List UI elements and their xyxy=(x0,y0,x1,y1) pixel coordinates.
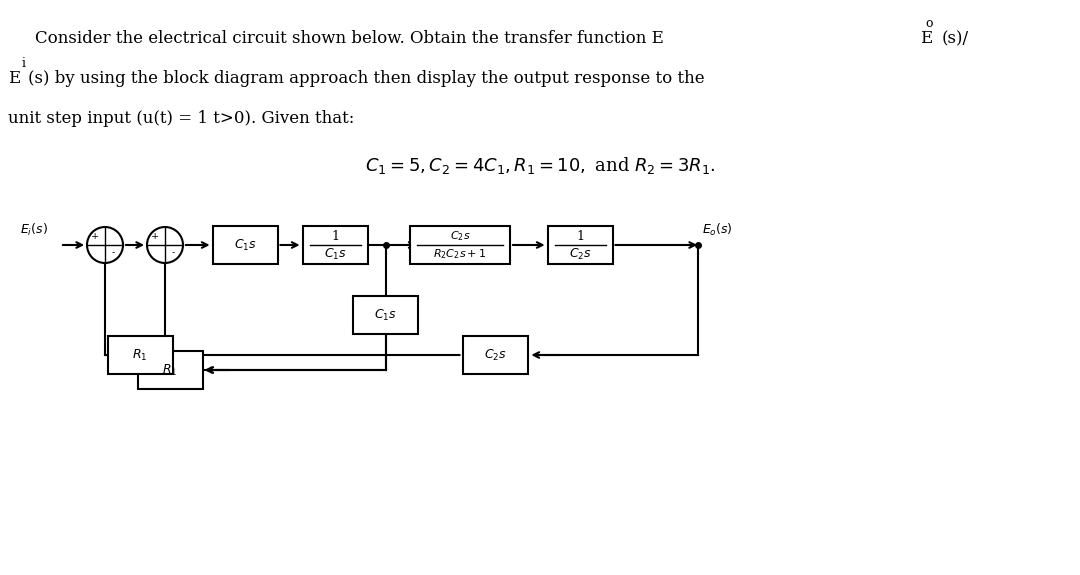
Text: $E_o(s)$: $E_o(s)$ xyxy=(702,222,733,238)
Text: $C_1s$: $C_1s$ xyxy=(324,247,347,262)
Text: +: + xyxy=(91,232,99,242)
Bar xyxy=(353,296,418,334)
Bar xyxy=(462,336,527,374)
Text: (s)/: (s)/ xyxy=(942,30,969,47)
Text: $E_i(s)$: $E_i(s)$ xyxy=(21,222,48,238)
Text: (s) by using the block diagram approach then display the output response to the: (s) by using the block diagram approach … xyxy=(28,70,704,87)
Text: E: E xyxy=(920,30,932,47)
Bar xyxy=(137,351,203,389)
Text: $C_2s$: $C_2s$ xyxy=(449,229,470,243)
Bar xyxy=(108,336,173,374)
Text: $C_2s$: $C_2s$ xyxy=(568,247,592,262)
Text: Consider the electrical circuit shown below. Obtain the transfer function E: Consider the electrical circuit shown be… xyxy=(35,30,664,47)
Bar xyxy=(213,226,278,264)
Text: E: E xyxy=(8,70,21,87)
Bar xyxy=(302,226,367,264)
Text: $C_1s$: $C_1s$ xyxy=(233,237,256,252)
Text: -: - xyxy=(111,248,114,258)
Text: $C_1s$: $C_1s$ xyxy=(374,308,397,323)
Text: $R_2C_2s + 1$: $R_2C_2s + 1$ xyxy=(433,247,487,261)
Text: unit step input (u(t) = 1 t>0). Given that:: unit step input (u(t) = 1 t>0). Given th… xyxy=(8,110,354,127)
Text: o: o xyxy=(924,17,932,30)
Text: $C_1 = 5, C_2 = 4C_1, R_1 = 10,$ and $R_2 = 3R_1.$: $C_1 = 5, C_2 = 4C_1, R_1 = 10,$ and $R_… xyxy=(365,155,715,176)
Circle shape xyxy=(87,227,123,263)
Text: $C_2s$: $C_2s$ xyxy=(484,347,507,363)
Text: $R_1$: $R_1$ xyxy=(162,362,178,378)
Text: $R_1$: $R_1$ xyxy=(132,347,148,363)
Text: 1: 1 xyxy=(576,229,584,243)
Text: +: + xyxy=(151,232,159,242)
Text: -: - xyxy=(172,248,175,258)
Text: i: i xyxy=(22,57,26,70)
Text: 1: 1 xyxy=(330,229,339,243)
Circle shape xyxy=(147,227,183,263)
Bar xyxy=(548,226,612,264)
Bar xyxy=(410,226,510,264)
